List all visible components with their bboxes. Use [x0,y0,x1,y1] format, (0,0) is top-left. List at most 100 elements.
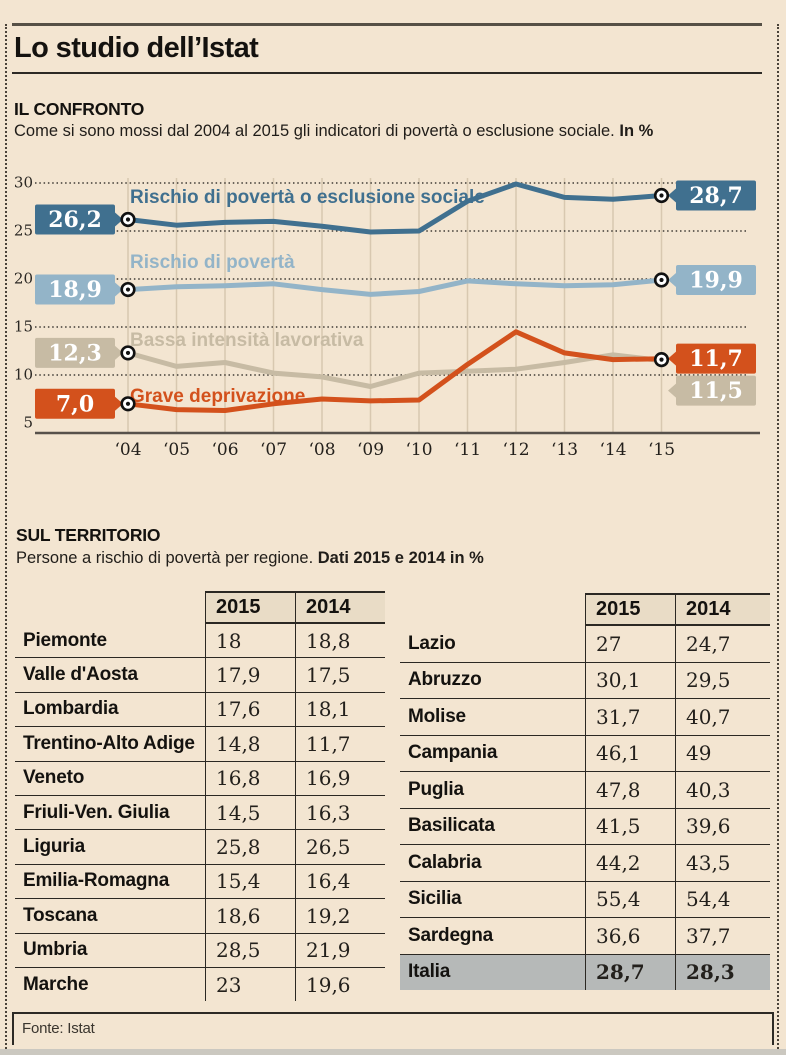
value-2014-cell: 19,6 [295,967,385,1002]
svg-text:5: 5 [23,414,33,432]
header-cell-year: 2014 [675,593,770,626]
series-line-1 [125,277,664,297]
value-2015-cell: 44,2 [585,845,675,881]
region-cell: Molise [408,705,466,727]
header-cell-year: 2015 [585,593,675,626]
value-2015-cell: 18 [205,624,295,658]
svg-text:‘08: ‘08 [308,440,335,460]
svg-text:11,7: 11,7 [689,346,743,372]
svg-text:‘10: ‘10 [405,440,432,460]
header-cell-year: 2014 [295,591,385,624]
value-2014-cell: 18,8 [295,624,385,658]
value-2015-cell: 16,8 [205,761,295,795]
value-2015-cell: 27 [585,626,675,662]
svg-text:15: 15 [14,318,33,336]
value-2014-cell: 54,4 [675,881,770,917]
value-2014-cell: 11,7 [295,727,385,761]
footer-tick-right [772,1012,774,1045]
value-2015-cell: 30,1 [585,662,675,698]
series-line-3 [125,329,664,413]
table-row: Puglia 47,8 40,3 [400,772,770,809]
x-tick-labels: ‘04 ‘05 ‘06 ‘07 ‘08 ‘09 ‘10 ‘11 ‘12 ‘13 ‘14 ‘15 [114,440,675,460]
value-2015-cell: 17,6 [205,692,295,727]
section-subtitle-territorio: Persone a rischio di povertà per regione… [16,549,484,568]
confronto-subtitle-text: Come si sono mossi dal 2004 al 2015 gli … [14,122,615,140]
region-cell: Sardegna [408,924,493,946]
svg-text:‘11: ‘11 [454,440,481,460]
value-2014-cell: 40,7 [675,699,770,735]
value-2014-cell: 16,3 [295,795,385,830]
svg-text:10: 10 [14,366,33,384]
svg-text:25: 25 [14,222,33,240]
table-row: Lombardia 17,6 18,1 [15,692,385,728]
value-2014-cell: 19,2 [295,899,385,933]
value-2015-cell: 31,7 [585,699,675,735]
table-row: Calabria 44,2 43,5 [400,845,770,882]
series-label-2: Bassa intensità lavorativa [130,330,364,351]
header-cell-empty [15,591,205,624]
value-2014-cell: 40,3 [675,772,770,808]
table-row: Sardegna 36,6 37,7 [400,918,770,955]
value-2015-cell: 15,4 [205,864,295,899]
table-row: Sicilia 55,4 54,4 [400,881,770,918]
value-2015-cell: 14,8 [205,727,295,761]
svg-text:26,2: 26,2 [48,207,102,233]
series-line-2 [125,350,664,389]
table-row: Molise 31,7 40,7 [400,699,770,736]
value-boxes: 26,2 18,9 12,3 7,0 28,7 19,9 11,7 11,5 [35,180,756,419]
value-2014-cell: 39,6 [675,808,770,844]
table-row: Piemonte 18 18,8 [15,624,385,659]
svg-text:7,0: 7,0 [56,391,94,417]
value-2015-cell: 46,1 [585,735,675,771]
region-cell: Lazio [408,632,456,654]
page-title: Lo studio dell’Istat [14,32,259,64]
confronto-subtitle-bold: In % [619,122,654,140]
region-cell: Veneto [23,767,85,789]
series-label-0: Rischio di povertà o esclusione sociale [130,187,485,208]
region-cell: Italia [408,961,451,983]
region-cell: Puglia [408,778,464,800]
svg-text:‘06: ‘06 [211,440,238,460]
value-2014-cell: 43,5 [675,845,770,881]
value-2014-cell: 17,5 [295,658,385,692]
region-cell: Basilicata [408,815,495,837]
title-rule [12,72,762,74]
region-cell: Lombardia [23,698,119,720]
svg-text:30: 30 [14,174,33,192]
region-cell: Friuli-Ven. Giulia [23,801,170,823]
value-2015-cell: 36,6 [585,918,675,954]
y-tick-labels: 30 25 20 15 10 5 [14,174,33,432]
header-year-label: 2014 [306,596,351,618]
value-2014-cell: 29,5 [675,662,770,698]
dotted-border-left [5,24,7,1049]
value-2015-cell: 17,9 [205,658,295,692]
header-year-label: 2015 [596,598,641,620]
table-row: Abruzzo 30,1 29,5 [400,662,770,699]
region-cell: Toscana [23,904,98,926]
svg-text:11,5: 11,5 [689,378,743,404]
region-cell: Calabria [408,851,482,873]
value-2014-cell: 49 [675,735,770,771]
region-table-right: 2015 2014 Lazio 27 24,7 Abruzzo 30,1 29,5 Molise… [400,593,770,990]
value-2015-cell: 14,5 [205,795,295,830]
section-heading-territorio: SUL TERRITORIO [16,525,161,545]
territorio-subtitle-bold: Dati 2015 e 2014 in % [317,549,484,567]
top-rule [12,23,762,26]
svg-text:‘13: ‘13 [551,440,578,460]
series-lines [125,181,664,413]
series-labels: Rischio di povertà o esclusione sociale R… [130,187,485,407]
region-cell: Sicilia [408,888,462,910]
series-line-0 [125,181,664,235]
region-cell: Marche [23,973,89,995]
svg-text:‘05: ‘05 [163,440,190,460]
territorio-subtitle-text: Persone a rischio di povertà per regione… [16,549,314,567]
table-row: Marche 23 19,6 [15,967,385,1002]
region-cell: Campania [408,742,498,764]
svg-text:‘09: ‘09 [357,440,384,460]
table-row: Liguria 25,8 26,5 [15,830,385,865]
value-2014-cell: 37,7 [675,918,770,954]
header-year-label: 2014 [686,598,731,620]
region-cell: Emilia-Romagna [23,870,170,892]
y-gridlines [35,182,748,376]
svg-text:‘12: ‘12 [502,440,529,460]
